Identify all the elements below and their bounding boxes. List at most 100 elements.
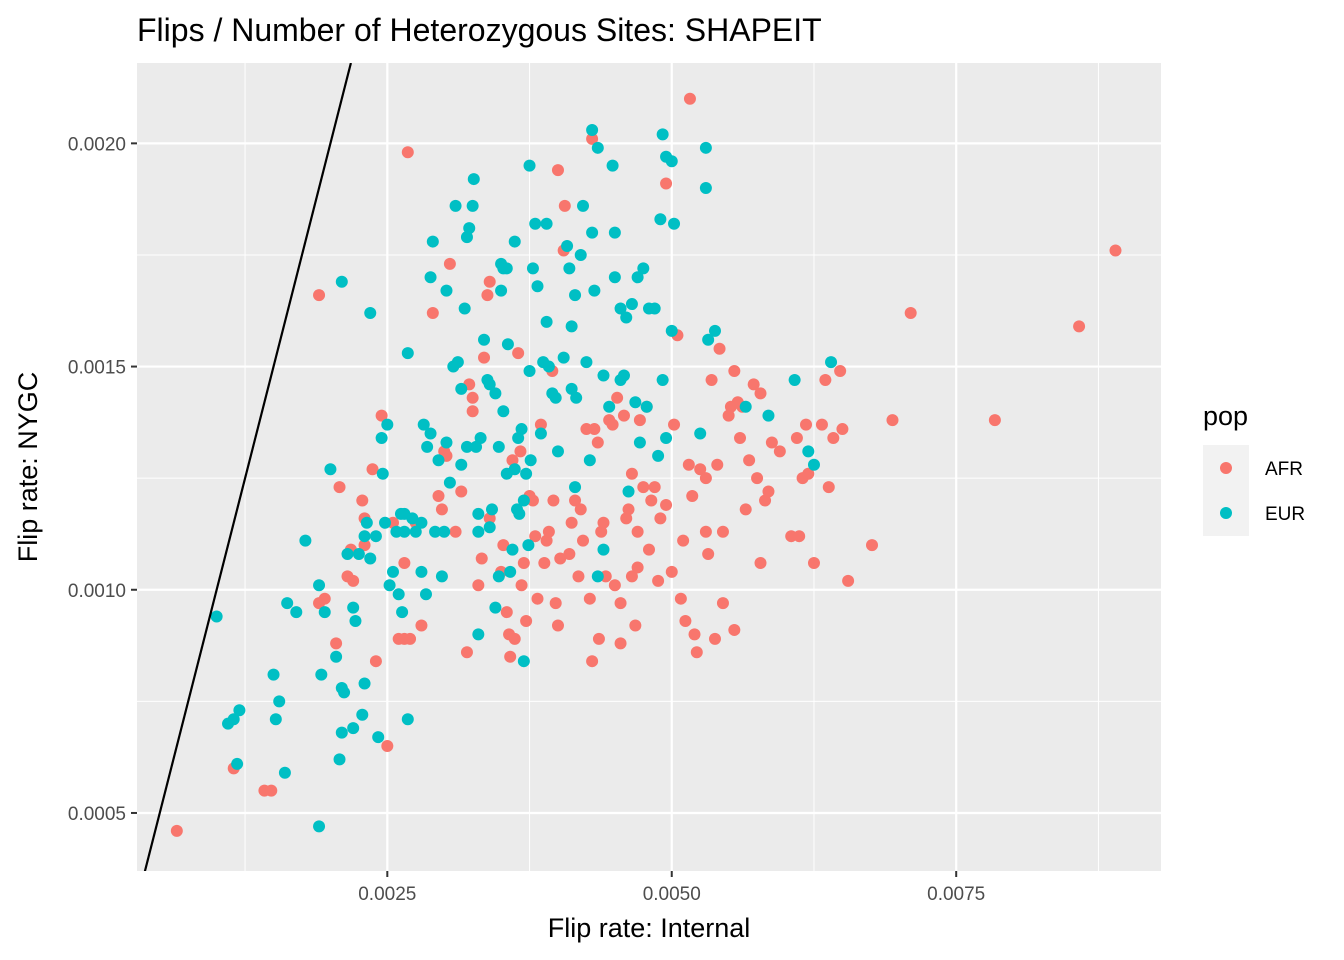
- y-tick-label: 0.0015: [68, 358, 126, 379]
- data-point-afr: [711, 458, 724, 471]
- data-point-afr: [531, 592, 544, 605]
- x-tick-label: 0.0025: [358, 884, 416, 905]
- data-point-eur: [426, 235, 439, 248]
- data-point-eur: [668, 217, 681, 230]
- data-point-afr: [713, 342, 726, 355]
- data-point-eur: [335, 275, 348, 288]
- data-point-eur: [495, 284, 508, 297]
- data-point-eur: [762, 409, 775, 422]
- data-point-afr: [690, 646, 703, 659]
- data-point-eur: [383, 579, 396, 592]
- data-point-eur: [597, 369, 610, 382]
- data-point-afr: [866, 539, 879, 552]
- data-point-afr: [549, 597, 562, 610]
- data-point-afr: [435, 503, 448, 516]
- data-point-afr: [617, 409, 630, 422]
- data-point-afr: [466, 391, 479, 404]
- data-point-afr: [734, 431, 747, 444]
- data-point-afr: [674, 592, 687, 605]
- data-point-afr: [611, 391, 624, 404]
- data-point-afr: [404, 632, 417, 645]
- y-tick-label: 0.0010: [68, 581, 126, 602]
- data-point-eur: [376, 467, 389, 480]
- data-point-afr: [330, 637, 343, 650]
- data-point-afr: [170, 824, 183, 837]
- data-point-eur: [603, 400, 616, 413]
- data-point-afr: [643, 543, 655, 556]
- data-point-eur: [451, 356, 464, 369]
- data-point-eur: [583, 454, 596, 467]
- data-point-eur: [458, 302, 471, 315]
- data-point-eur: [665, 324, 678, 337]
- data-point-eur: [299, 534, 312, 547]
- data-point-afr: [716, 597, 729, 610]
- data-point-eur: [617, 369, 630, 382]
- data-point-afr: [836, 423, 849, 436]
- y-axis-title: Flip rate: NYGC: [13, 372, 43, 563]
- data-point-eur: [364, 306, 377, 319]
- data-point-eur: [210, 610, 223, 623]
- data-point-eur: [419, 588, 432, 601]
- data-point-eur: [606, 159, 619, 172]
- data-point-afr: [577, 534, 590, 547]
- data-point-eur: [497, 405, 510, 418]
- data-point-afr: [677, 534, 690, 547]
- data-point-eur: [501, 338, 514, 351]
- data-point-eur: [356, 708, 369, 721]
- data-point-afr: [728, 623, 741, 636]
- data-point-afr: [762, 485, 775, 498]
- data-point-eur: [349, 615, 362, 628]
- data-point-afr: [716, 525, 729, 538]
- data-point-eur: [435, 570, 448, 583]
- data-point-afr: [694, 463, 707, 476]
- data-point-eur: [432, 454, 445, 467]
- data-point-eur: [656, 373, 669, 386]
- data-point-afr: [683, 92, 696, 105]
- data-point-afr: [551, 164, 564, 177]
- data-point-afr: [699, 525, 712, 538]
- data-point-afr: [679, 615, 692, 628]
- legend-title: pop: [1203, 401, 1248, 431]
- data-point-eur: [463, 222, 476, 235]
- data-point-eur: [492, 570, 505, 583]
- data-point-afr: [478, 351, 491, 364]
- data-point-afr: [475, 552, 488, 565]
- data-point-afr: [807, 556, 820, 569]
- data-point-eur: [608, 271, 621, 284]
- data-point-afr: [637, 481, 650, 494]
- data-point-eur: [557, 351, 570, 364]
- data-point-afr: [606, 418, 619, 431]
- data-point-eur: [483, 521, 496, 534]
- data-point-afr: [629, 619, 642, 632]
- data-point-eur: [699, 181, 712, 194]
- data-point-eur: [802, 445, 815, 458]
- data-point-eur: [825, 356, 838, 369]
- data-point-eur: [364, 552, 377, 565]
- data-point-afr: [472, 579, 485, 592]
- data-point-eur: [424, 271, 437, 284]
- data-point-eur: [517, 494, 530, 507]
- data-point-eur: [608, 226, 621, 239]
- data-point-afr: [381, 740, 394, 753]
- data-point-afr: [333, 481, 346, 494]
- data-point-afr: [793, 530, 806, 543]
- data-point-afr: [529, 530, 542, 543]
- x-axis-title: Flip rate: Internal: [548, 913, 751, 943]
- data-point-afr: [538, 556, 551, 569]
- data-point-eur: [369, 530, 382, 543]
- data-point-eur: [577, 199, 590, 212]
- data-point-eur: [273, 695, 286, 708]
- data-point-afr: [358, 539, 371, 552]
- data-point-eur: [360, 516, 373, 529]
- data-point-afr: [356, 494, 369, 507]
- data-point-eur: [561, 240, 574, 253]
- data-point-afr: [625, 570, 638, 583]
- data-point-eur: [588, 284, 601, 297]
- data-point-afr: [705, 373, 718, 386]
- data-point-eur: [656, 128, 669, 141]
- data-point-afr: [1073, 320, 1086, 333]
- data-point-eur: [438, 525, 451, 538]
- data-point-eur: [267, 668, 280, 681]
- data-point-eur: [523, 159, 536, 172]
